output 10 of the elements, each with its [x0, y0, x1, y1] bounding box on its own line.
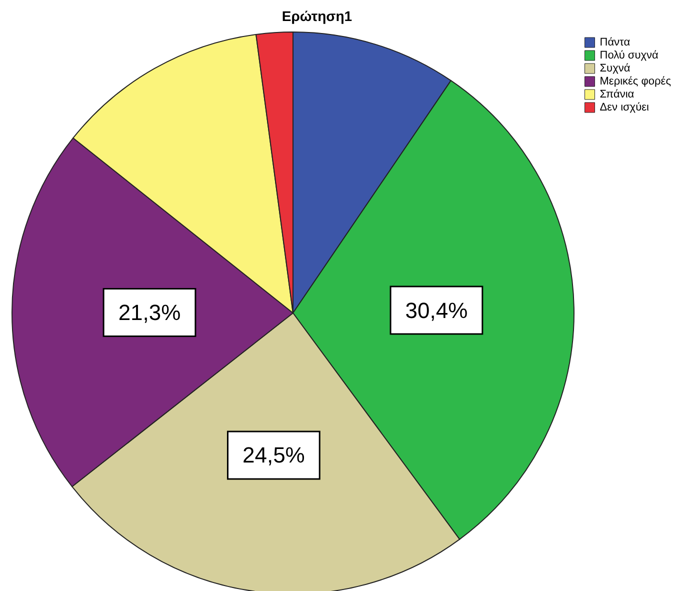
legend-label: Μερικές φορές [600, 76, 672, 88]
legend-label: Σπάνια [600, 88, 635, 100]
chart-title: Ερώτηση1 [282, 8, 352, 24]
legend-label: Συχνά [600, 62, 631, 74]
legend-label: Δεν ισχύει [600, 102, 650, 114]
data-label: 30,4% [405, 298, 468, 323]
legend-label: Πάντα [600, 36, 631, 48]
data-label: 21,3% [118, 300, 181, 326]
data-label: 24,5% [242, 442, 305, 468]
legend-label: Πολύ συχνά [600, 50, 659, 62]
